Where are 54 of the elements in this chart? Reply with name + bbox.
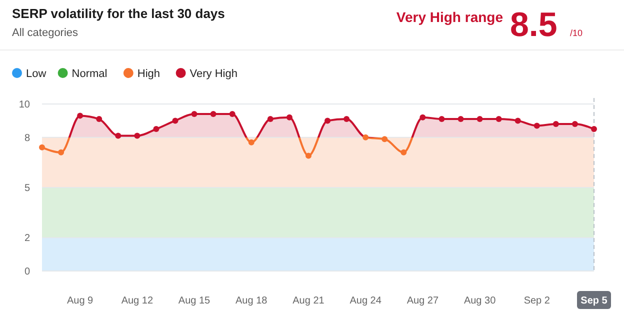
- point: [39, 144, 45, 150]
- chart-subtitle: All categories: [12, 27, 79, 39]
- text: 8.5: [510, 6, 558, 44]
- point: [286, 114, 292, 120]
- point: [58, 149, 64, 156]
- point: [362, 134, 369, 140]
- point: [458, 116, 464, 122]
- x-tick-label: Aug 21: [292, 296, 325, 306]
- point: [229, 111, 236, 118]
- point: [476, 116, 483, 122]
- y-tick-label: 8: [24, 132, 30, 144]
- point: [552, 121, 559, 128]
- point: [400, 149, 407, 156]
- point: [134, 132, 140, 139]
- point: [514, 118, 521, 124]
- x-tick-label: Aug 18: [236, 296, 268, 306]
- point: [115, 132, 122, 139]
- y-tick-label: 2: [24, 233, 30, 244]
- point: [591, 126, 597, 132]
- point: [172, 118, 178, 124]
- legend-label: Normal: [72, 68, 108, 80]
- point: [153, 126, 160, 132]
- point: [267, 116, 274, 122]
- point: [496, 116, 502, 122]
- y-tick-label: 0: [24, 266, 30, 278]
- legend-label: Very High: [190, 68, 238, 80]
- x-tick-label: Aug 24: [350, 296, 382, 306]
- point: [77, 112, 84, 119]
- x-tick-label: Sep 2: [524, 296, 550, 306]
- y-tick-label: 5: [24, 183, 30, 194]
- x-tick-label: Sep 5: [580, 296, 608, 306]
- point: [420, 114, 426, 120]
- legend-label: Low: [26, 68, 46, 80]
- point: [248, 139, 254, 146]
- chart-title: SERP volatility for the last 30 days: [12, 6, 225, 21]
- point: [572, 121, 578, 128]
- point: [305, 152, 312, 159]
- x-tick-label: Aug 30: [464, 296, 496, 306]
- point: [96, 116, 102, 122]
- point: [534, 122, 540, 129]
- point: [438, 116, 445, 122]
- point: [324, 118, 331, 124]
- point: [344, 116, 350, 122]
- point: [210, 111, 216, 118]
- y-tick-label: 10: [18, 100, 30, 110]
- legend-label: High: [137, 68, 160, 80]
- point: [191, 111, 198, 118]
- x-tick-label: Aug 15: [178, 296, 211, 306]
- x-tick-label: Aug 12: [121, 296, 154, 306]
- point: [382, 136, 388, 142]
- x-tick-label: Aug 27: [406, 296, 439, 306]
- text: Very High range: [396, 9, 504, 25]
- text: /10: [570, 28, 583, 38]
- x-tick-label: Aug 9: [67, 296, 94, 306]
